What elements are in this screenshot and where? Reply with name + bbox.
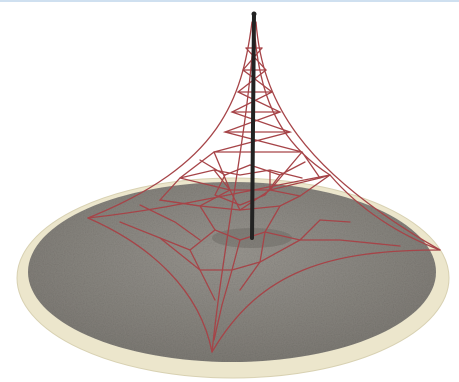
rope-edge xyxy=(255,21,441,251)
rope-boundary xyxy=(329,174,441,251)
rope-edge xyxy=(253,23,331,176)
base-platform xyxy=(16,177,450,379)
central-mast xyxy=(250,11,257,240)
rope-boundary xyxy=(211,249,441,353)
rope-boundary xyxy=(87,174,331,219)
rope-boundary xyxy=(87,217,213,353)
rope-edge xyxy=(87,21,253,219)
top-border-line xyxy=(0,0,459,2)
rope-net xyxy=(87,21,441,353)
rope-edge xyxy=(211,23,255,353)
